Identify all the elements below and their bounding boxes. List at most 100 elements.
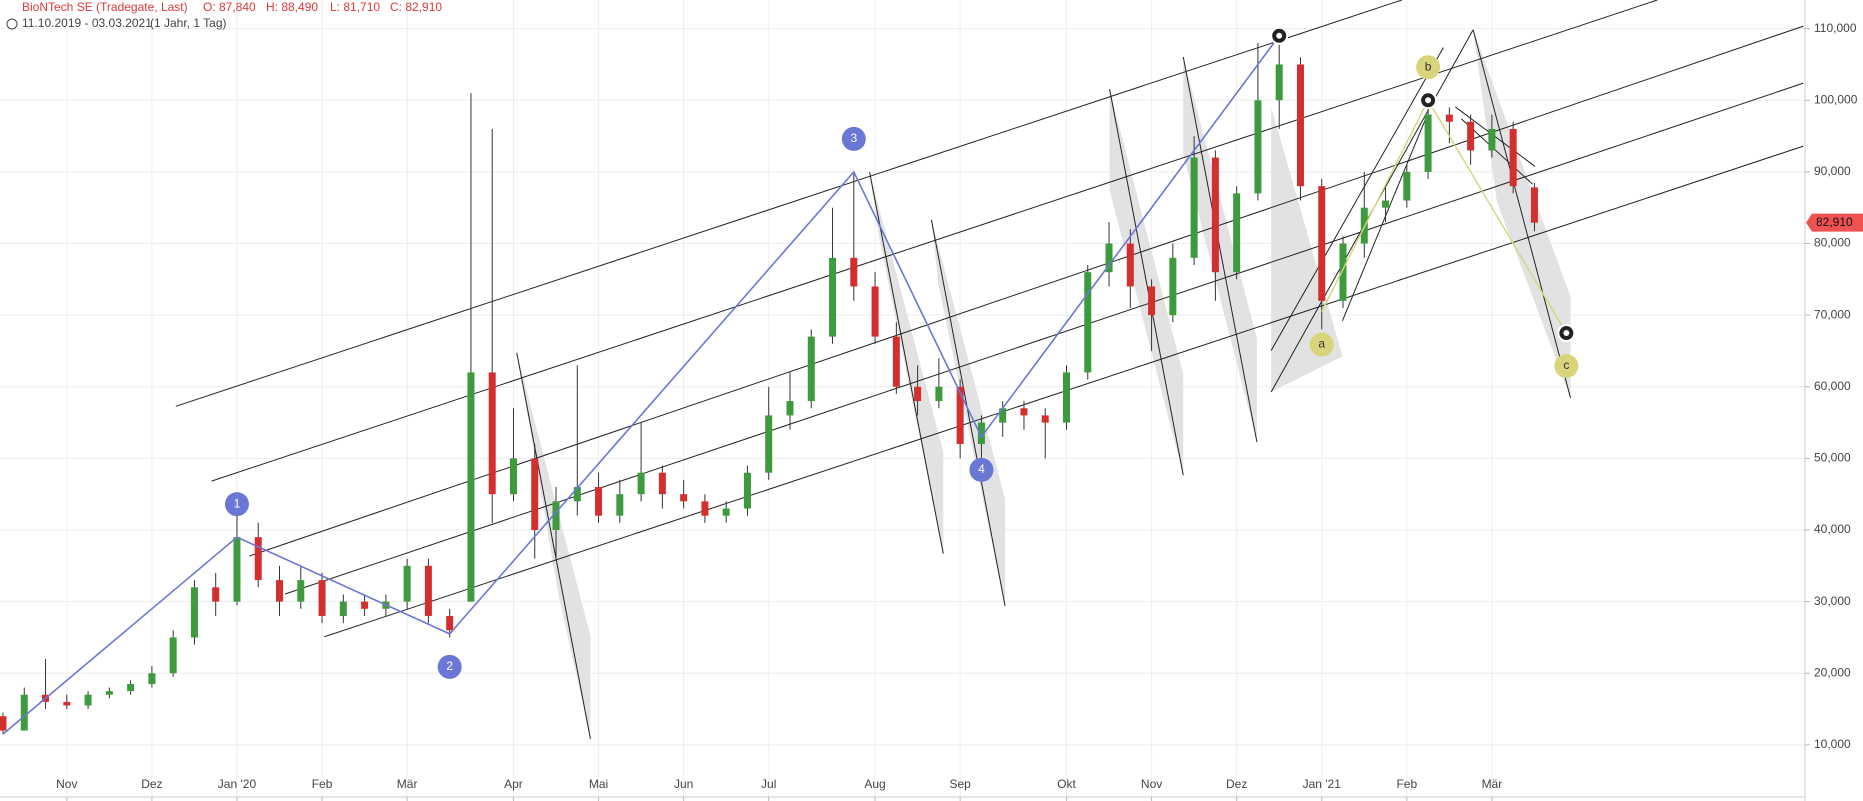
candle-body — [765, 415, 773, 473]
channel-lines — [176, 0, 1804, 739]
waves: 1 2 3 4 a b c — [2, 26, 1579, 735]
wave-line — [2, 35, 1280, 735]
ohlc-high: H: 88,490 — [266, 0, 318, 14]
candle-body — [1148, 286, 1156, 316]
candle-body — [339, 601, 347, 616]
candle-body — [20, 694, 28, 731]
wave-label-bg — [224, 492, 249, 517]
fork-shade — [1271, 106, 1343, 393]
candle-body — [190, 587, 198, 638]
period: (1 Jahr, 1 Tag) — [150, 16, 227, 30]
candle-body — [1403, 171, 1411, 201]
candle-body — [1382, 200, 1390, 208]
wave-label-bg — [437, 654, 462, 679]
candle-body — [956, 386, 964, 445]
fork-line — [931, 220, 1005, 606]
x-tick-label: Feb — [1396, 777, 1417, 791]
y-tick-label: 110,000 — [1814, 21, 1857, 35]
x-tick-label: Jan '21 — [1303, 777, 1342, 791]
clock-icon — [6, 18, 18, 30]
candle-body — [84, 694, 92, 706]
y-tick-label: 80,000 — [1814, 236, 1851, 250]
x-tick-label: Jan '20 — [218, 777, 257, 791]
wave-label: c — [1563, 358, 1569, 372]
x-tick-label: Mai — [589, 777, 608, 791]
candle-body — [1296, 64, 1304, 187]
wave-label: a — [1318, 337, 1325, 351]
candle-body — [914, 386, 922, 402]
candle-body — [148, 673, 156, 684]
candle-body — [488, 372, 496, 495]
wave-point-core — [1276, 32, 1283, 39]
candle-body — [446, 615, 454, 631]
channel-line — [176, 0, 1402, 406]
candle-body — [573, 487, 581, 502]
x-tick-label: Dez — [1226, 777, 1247, 791]
date-range: 11.10.2019 - 03.03.2021 — [22, 16, 152, 30]
y-tick-label: 70,000 — [1814, 307, 1851, 321]
candle-body — [1233, 193, 1241, 273]
candle-body — [254, 537, 262, 581]
drawings — [176, 0, 1804, 739]
x-tick-label: Aug — [864, 777, 885, 791]
x-tick-label: Dez — [141, 777, 162, 791]
x-tick-label: Sep — [949, 777, 971, 791]
ohlc-open: O: 87,840 — [203, 0, 256, 14]
candle-body — [1488, 128, 1496, 151]
fork-line — [870, 172, 944, 553]
candle-body — [871, 286, 879, 337]
candle-body — [977, 422, 985, 445]
fork-line — [517, 353, 591, 739]
x-tick-label: Nov — [1141, 777, 1162, 791]
wave-label: 1 — [234, 496, 241, 510]
candle-body — [658, 472, 666, 495]
candle-body — [1254, 100, 1262, 194]
y-tick-label: 40,000 — [1814, 522, 1851, 536]
y-tick-label: 100,000 — [1814, 92, 1858, 106]
x-tick-label: Mär — [1482, 777, 1503, 791]
fork-line — [1271, 48, 1443, 351]
candle-body — [1190, 157, 1198, 258]
candle-body — [403, 565, 411, 602]
y-tick-label: 50,000 — [1814, 451, 1851, 465]
candle-body — [786, 401, 794, 416]
candle-body — [829, 257, 837, 337]
x-tick-label: Apr — [504, 777, 523, 791]
x-tick-label: Okt — [1057, 777, 1076, 791]
candle-body — [1339, 243, 1347, 301]
wave-label: b — [1425, 59, 1432, 73]
grid — [0, 0, 1805, 797]
candle-body — [63, 701, 71, 706]
candle-body — [807, 336, 815, 402]
candle-body — [722, 508, 730, 516]
candle-body — [424, 565, 432, 616]
x-tick-label: Nov — [56, 777, 77, 791]
candle-body — [127, 683, 135, 692]
candle-body — [1084, 272, 1092, 373]
wave-point-core — [1563, 330, 1570, 337]
candle-body — [743, 472, 751, 509]
candle-body — [1169, 257, 1177, 316]
candle-body — [1105, 243, 1113, 273]
ohlc-low: L: 81,710 — [330, 0, 380, 14]
candle-body — [999, 408, 1007, 423]
y-tick-label: 30,000 — [1814, 594, 1851, 608]
candle-body — [509, 458, 517, 495]
wave-label-bg — [1416, 55, 1441, 80]
wave-point-core — [1425, 97, 1432, 104]
fork-line — [1183, 57, 1257, 442]
candle-body — [1318, 186, 1326, 301]
candle-body — [1211, 157, 1219, 273]
x-tick-label: Feb — [312, 777, 333, 791]
candle-body — [1424, 114, 1432, 172]
x-tick-label: Mär — [397, 777, 418, 791]
y-tick-label: 10,000 — [1814, 737, 1851, 751]
candle-body — [318, 580, 326, 616]
candle-body — [531, 458, 539, 530]
wave-label: 2 — [446, 659, 453, 673]
candle-body — [892, 336, 900, 387]
candle-body — [637, 472, 645, 495]
